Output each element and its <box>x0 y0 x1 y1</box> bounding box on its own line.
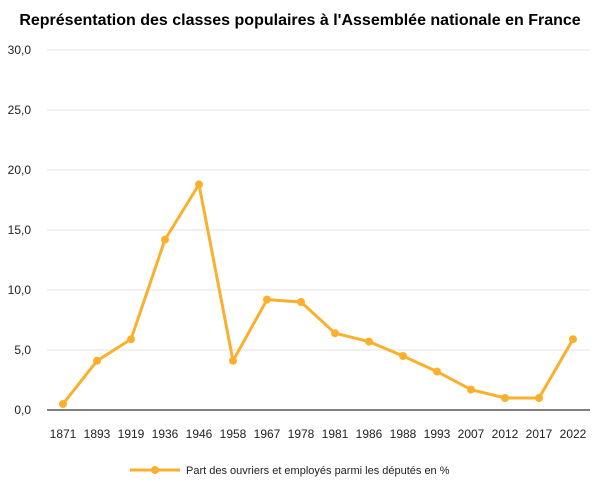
x-tick-label: 1986 <box>356 427 383 441</box>
data-point <box>467 385 475 394</box>
x-tick-label: 1981 <box>322 427 349 441</box>
y-tick-label: 10,0 <box>8 283 32 297</box>
x-tick-label: 1946 <box>186 427 213 441</box>
x-tick-label: 1988 <box>390 427 417 441</box>
y-tick-label: 5,0 <box>14 343 31 357</box>
data-point <box>127 335 135 344</box>
y-tick-label: 30,0 <box>8 43 32 57</box>
data-point <box>331 329 339 338</box>
data-point <box>93 356 101 365</box>
x-tick-label: 1893 <box>84 427 111 441</box>
data-point <box>501 394 509 402</box>
y-tick-label: 15,0 <box>8 223 32 237</box>
legend-marker <box>151 466 159 474</box>
x-tick-label: 1978 <box>288 427 315 441</box>
data-point <box>535 394 543 402</box>
x-tick-label: 2022 <box>560 427 587 441</box>
series-line <box>61 182 575 405</box>
data-point <box>229 356 237 365</box>
data-point <box>59 400 67 408</box>
x-tick-label: 1871 <box>50 427 77 441</box>
data-point <box>161 235 169 244</box>
x-tick-label: 1958 <box>220 427 247 441</box>
data-point <box>365 337 373 346</box>
x-tick-label: 2017 <box>526 427 553 441</box>
chart-title: Représentation des classes populaires à … <box>19 12 581 29</box>
x-tick-label: 1936 <box>152 427 179 441</box>
x-tick-label: 1993 <box>424 427 451 441</box>
data-point <box>569 335 577 344</box>
data-point <box>297 298 305 306</box>
x-tick-label: 2012 <box>492 427 519 441</box>
x-tick-label: 1967 <box>254 427 281 441</box>
data-point <box>399 352 407 360</box>
data-point <box>433 367 441 376</box>
y-tick-label: 25,0 <box>8 103 32 117</box>
legend-label: Part des ouvriers et employés parmi les … <box>186 465 450 477</box>
data-point <box>195 180 203 189</box>
x-tick-label: 2007 <box>458 427 485 441</box>
data-point <box>263 295 271 304</box>
y-tick-label: 20,0 <box>8 163 32 177</box>
y-tick-label: 0,0 <box>14 403 31 417</box>
x-tick-label: 1919 <box>118 427 145 441</box>
